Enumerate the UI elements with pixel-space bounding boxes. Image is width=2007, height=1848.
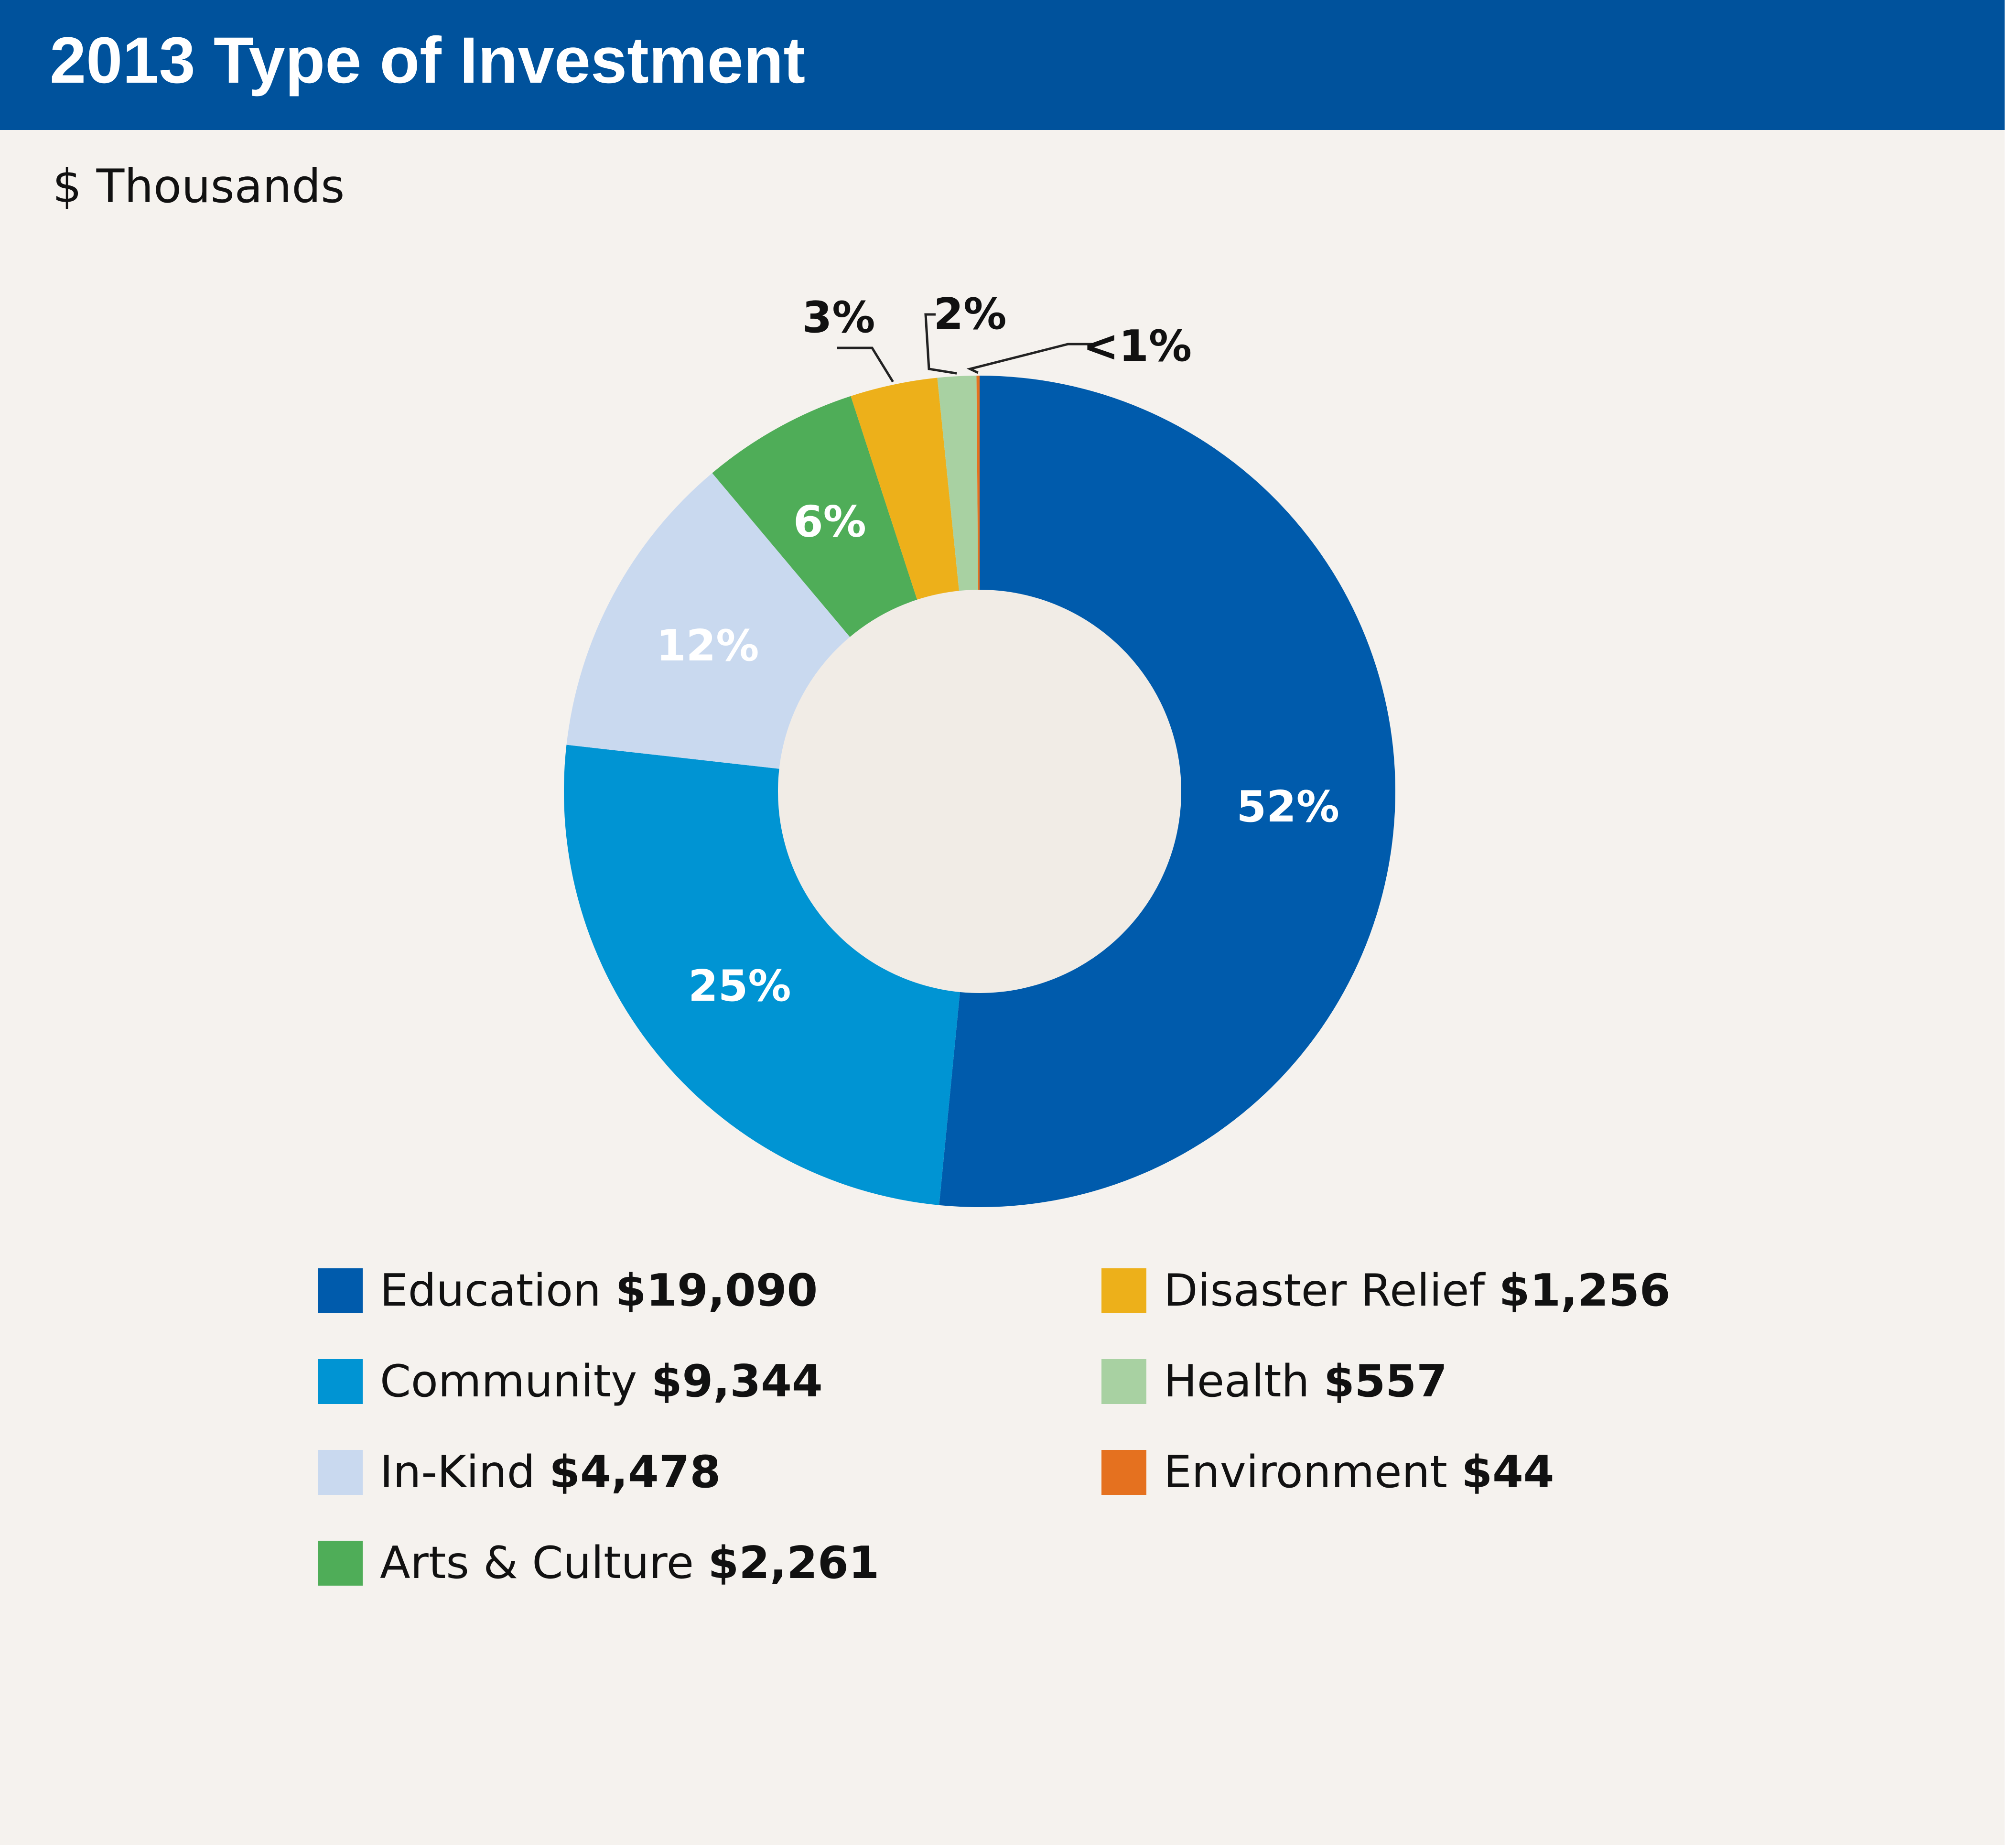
legend-value: $2,261 [708, 1537, 880, 1589]
percent-label-community: 25% [688, 961, 791, 1011]
legend-label: Environment $44 [1164, 1443, 1554, 1501]
legend-category: Environment [1164, 1446, 1462, 1498]
legend-value: $4,478 [549, 1446, 721, 1498]
slice-arts-and-culture [712, 396, 917, 637]
legend-swatch [318, 1450, 363, 1495]
legend-value: $1,256 [1499, 1264, 1671, 1316]
slice-education [939, 376, 1396, 1207]
slice-community [564, 745, 960, 1205]
legend-swatch [318, 1541, 363, 1586]
legend-swatch [1101, 1268, 1146, 1313]
legend-label: In-Kind $4,478 [380, 1443, 721, 1501]
chart-title: 2013 Type of Investment [50, 24, 806, 97]
legend-swatch [1101, 1450, 1146, 1495]
legend-value: $44 [1461, 1446, 1554, 1498]
legend-swatch [318, 1359, 363, 1404]
legend-category: Community [380, 1355, 651, 1407]
legend-label: Community $9,344 [380, 1352, 823, 1410]
legend-value: $557 [1323, 1355, 1447, 1407]
legend-category: Health [1164, 1355, 1324, 1407]
leader-line-environment [966, 343, 1092, 374]
legend-category: In-Kind [380, 1446, 550, 1498]
percent-label-environment: <1% [1083, 321, 1192, 371]
legend-category: Disaster Relief [1164, 1264, 1499, 1316]
donut-hole [778, 590, 1181, 993]
percent-label-arts-and-culture: 6% [793, 497, 866, 547]
legend-label: Health $557 [1164, 1352, 1447, 1410]
legend-swatch [318, 1268, 363, 1313]
percent-label-disaster-relief: 3% [802, 292, 875, 343]
legend-label: Arts & Culture $2,261 [380, 1534, 879, 1591]
legend-value: $19,090 [615, 1264, 818, 1316]
legend-swatch [1101, 1359, 1146, 1404]
percent-label-education: 52% [1237, 782, 1339, 832]
legend-label: Disaster Relief $1,256 [1164, 1262, 1671, 1319]
legend-category: Arts & Culture [380, 1537, 708, 1589]
slice-environment [976, 376, 980, 590]
legend-category: Education [380, 1264, 615, 1316]
leader-line-health [924, 313, 957, 375]
slice-disaster-relief [851, 378, 960, 600]
slice-health [937, 376, 978, 591]
legend-value: $9,344 [651, 1355, 823, 1407]
percent-label-in-kind: 12% [656, 621, 759, 671]
chart-subtitle: $ Thousands [53, 160, 345, 213]
percent-label-health: 2% [934, 289, 1007, 339]
slice-in-kind [566, 473, 850, 769]
header-bar: 2013 Type of Investment [0, 0, 2005, 130]
leader-line-disaster-relief [837, 346, 894, 383]
legend-label: Education $19,090 [380, 1262, 818, 1319]
